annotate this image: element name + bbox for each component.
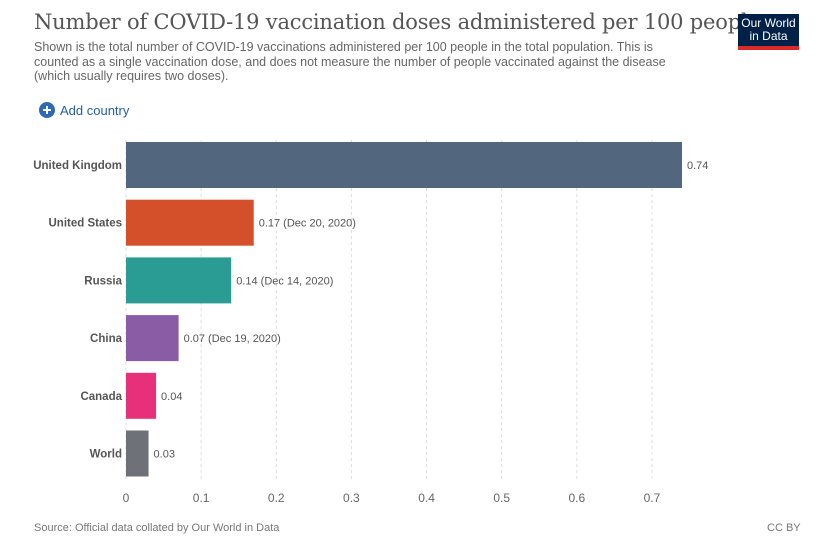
add-country-label: Add country: [60, 102, 130, 118]
chart-title: Number of COVID-19 vaccination doses adm…: [34, 10, 760, 34]
add-country-button[interactable]: Add country: [39, 102, 129, 118]
bars: [126, 142, 682, 477]
labels: 0 0.1 0.2 0.3 0.4 0.5 0.6 0.7 United Kingdom 0.74…: [33, 160, 708, 505]
category-label[interactable]: Canada: [80, 391, 122, 403]
value-label: 0.14 (Dec 14, 2020): [236, 275, 333, 287]
plus-circle-icon: [39, 102, 55, 118]
logo-line-1: Our World: [741, 16, 796, 30]
bar-united-states[interactable]: [126, 199, 254, 246]
x-tick-label: 0.4: [418, 491, 435, 505]
owid-logo[interactable]: Our World in Data: [738, 14, 799, 50]
source-note: Source: Official data collated by Our Wo…: [34, 522, 280, 534]
x-tick-label: 0.7: [644, 491, 661, 505]
grid-lines: [125, 140, 653, 482]
x-tick-label: 0.1: [193, 491, 210, 505]
category-label[interactable]: United States: [49, 218, 123, 230]
x-tick-label: 0.3: [343, 491, 360, 505]
value-label: 0.17 (Dec 20, 2020): [259, 218, 356, 230]
bar-china[interactable]: [126, 315, 179, 362]
value-label: 0.04: [161, 391, 182, 403]
logo-line-2: in Data: [749, 29, 788, 43]
category-label[interactable]: Russia: [84, 275, 122, 287]
x-tick-label: 0: [123, 491, 130, 505]
category-label[interactable]: China: [90, 333, 123, 345]
chart-subtitle: Shown is the total number of COVID-19 va…: [34, 40, 666, 83]
value-label: 0.03: [154, 449, 175, 461]
x-tick-label: 0.6: [568, 491, 585, 505]
value-label: 0.74: [687, 160, 708, 172]
bar-russia[interactable]: [126, 257, 232, 304]
bar-canada[interactable]: [126, 372, 157, 419]
category-label[interactable]: World: [90, 449, 122, 461]
license-link[interactable]: CC BY: [767, 522, 801, 534]
bar-world[interactable]: [126, 430, 149, 477]
category-label[interactable]: United Kingdom: [33, 160, 122, 172]
bar-united-kingdom[interactable]: [126, 142, 682, 188]
value-label: 0.07 (Dec 19, 2020): [184, 333, 281, 345]
x-tick-label: 0.2: [268, 491, 285, 505]
x-tick-label: 0.5: [493, 491, 510, 505]
